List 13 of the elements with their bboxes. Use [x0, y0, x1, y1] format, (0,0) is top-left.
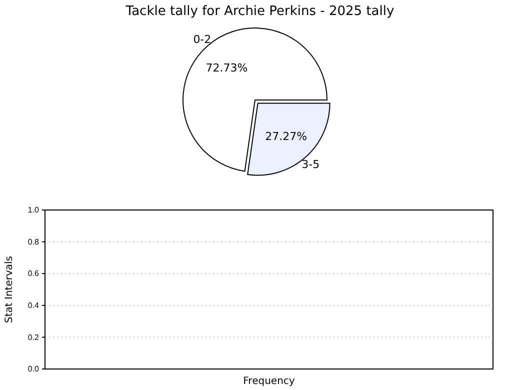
y-axis-title: Stat Intervals — [4, 256, 15, 324]
y-tick-label: 1.0 — [28, 206, 40, 215]
y-tick-label: 0.4 — [28, 300, 40, 310]
y-tick-label: 0.6 — [28, 269, 40, 278]
chart-title: Tackle tally for Archie Perkins - 2025 tally — [124, 4, 394, 19]
y-tick-label: 0.2 — [28, 332, 40, 342]
y-tick-label: 0.0 — [28, 364, 40, 374]
data-label: 27.27% — [265, 130, 308, 143]
slice-label: 3-5 — [302, 158, 320, 172]
y-tick-label: 0.8 — [28, 237, 40, 246]
x-axis-title: Frequency — [243, 376, 295, 387]
slice-label: 0-2 — [193, 33, 212, 46]
data-label: 72.73% — [206, 61, 248, 74]
